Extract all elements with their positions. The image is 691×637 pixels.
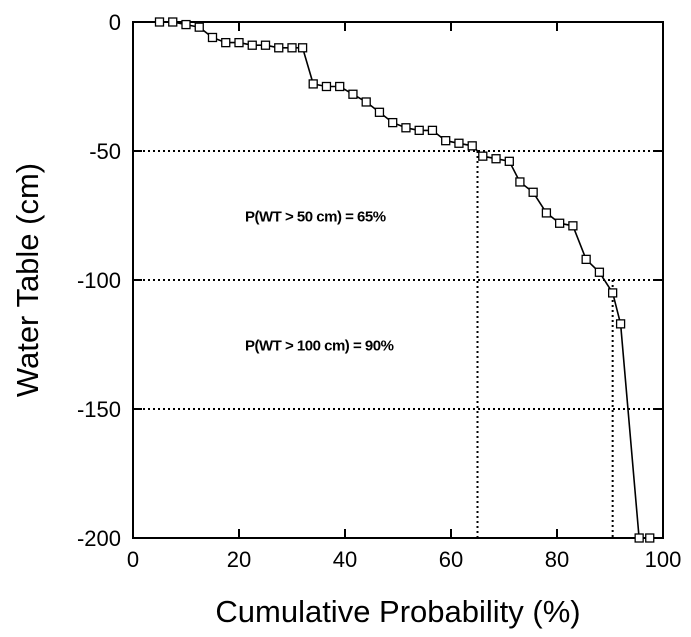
data-point [615, 319, 626, 329]
y-tick-label: -50 [89, 139, 121, 164]
data-point [348, 89, 358, 99]
y-tick-label: -100 [77, 268, 121, 293]
data-point [221, 37, 231, 48]
data-point [260, 40, 271, 50]
x-tick-label: 100 [645, 547, 682, 572]
data-point [321, 81, 332, 92]
data-point [374, 107, 385, 117]
data-point [594, 267, 605, 277]
data-point [645, 533, 655, 543]
data-point [194, 22, 204, 32]
probability-annotation: P(WT > 50 cm) = 65% [245, 209, 386, 226]
data-point [361, 97, 371, 107]
data-point [234, 37, 244, 48]
data-point [427, 125, 438, 136]
data-point [504, 156, 514, 166]
data-point [515, 177, 525, 187]
x-tick-label: 80 [545, 547, 569, 572]
data-point [555, 218, 565, 228]
data-point [414, 125, 424, 136]
data-point [541, 208, 552, 218]
data-point [274, 43, 284, 53]
y-tick-label: -150 [77, 397, 121, 422]
data-point [608, 288, 618, 298]
x-axis-title: Cumulative Probability (%) [215, 594, 580, 629]
data-point [297, 43, 308, 53]
data-point [154, 17, 165, 27]
data-point [528, 187, 538, 197]
data-point [568, 221, 578, 231]
data-point [168, 17, 178, 27]
x-tick-label: 20 [227, 547, 251, 572]
data-point [491, 154, 501, 164]
probability-annotation: P(WT > 100 cm) = 90% [245, 338, 394, 355]
data-point [388, 117, 398, 128]
x-tick-label: 40 [333, 547, 357, 572]
data-point [335, 81, 345, 92]
data-point [287, 43, 297, 53]
data-point [634, 533, 644, 543]
x-tick-label: 60 [439, 547, 463, 572]
data-point [467, 141, 477, 151]
data-point [247, 40, 257, 50]
y-axis-title: Water Table (cm) [10, 163, 45, 397]
data-point [181, 19, 191, 30]
data-point [308, 79, 318, 89]
y-tick-label: -200 [77, 526, 121, 551]
data-point [441, 136, 451, 146]
data-point [401, 123, 411, 133]
y-tick-label: 0 [109, 10, 121, 35]
data-point [207, 32, 218, 43]
x-tick-label: 0 [127, 547, 139, 572]
data-point [478, 151, 488, 161]
data-point [581, 254, 591, 265]
data-point [454, 138, 464, 148]
